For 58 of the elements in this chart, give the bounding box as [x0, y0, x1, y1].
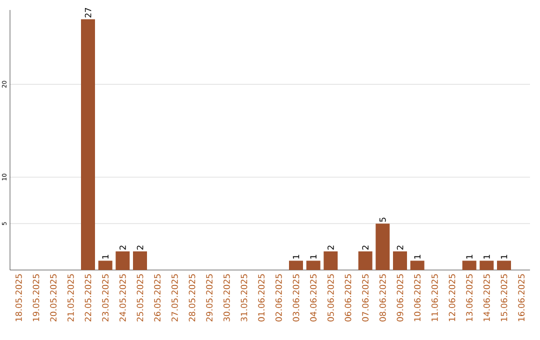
- data-label: 2: [328, 246, 334, 250]
- x-tick-label: 03.06.2025: [292, 274, 300, 322]
- data-label: 1: [466, 254, 472, 259]
- x-tick-label: 05.06.2025: [327, 274, 334, 322]
- data-label: 1: [484, 254, 490, 259]
- data-label: 2: [362, 246, 368, 250]
- x-tick-label: 27.05.2025: [171, 274, 178, 322]
- x-tick-label: 08.06.2025: [379, 274, 386, 322]
- bar: [98, 260, 112, 270]
- bar: [81, 19, 95, 270]
- x-tick-label: 30.05.2025: [223, 274, 230, 322]
- data-label: 2: [396, 246, 404, 250]
- data-label: 1: [310, 254, 316, 259]
- data-label: 1: [102, 254, 108, 259]
- bar: [358, 251, 372, 270]
- x-tick-label: 18.05.2025: [15, 274, 22, 322]
- bar: [497, 260, 512, 270]
- x-tick-label: 07.06.2025: [362, 274, 369, 322]
- bar: [410, 260, 424, 270]
- x-tick-label: 31.05.2025: [240, 274, 248, 322]
- bar: [376, 224, 390, 270]
- data-label: 27: [84, 8, 92, 18]
- bar: [289, 260, 304, 270]
- data-label: 1: [414, 254, 420, 259]
- x-tick-label: 02.06.2025: [275, 274, 282, 322]
- x-tick-label: 06.06.2025: [344, 274, 352, 322]
- x-tick-label: 20.05.2025: [50, 274, 57, 322]
- x-tick-label: 09.06.2025: [396, 274, 404, 322]
- bar: [133, 251, 147, 270]
- data-label: 1: [500, 254, 508, 259]
- bar: [306, 260, 320, 270]
- x-tick-label: 26.05.2025: [154, 274, 161, 322]
- x-tick-label: 15.06.2025: [500, 274, 508, 322]
- data-label: 5: [380, 218, 386, 222]
- x-tick-label: 11.06.2025: [431, 274, 438, 322]
- data-label: 2: [136, 246, 144, 250]
- data-label: 2: [120, 246, 126, 250]
- x-tick-label: 04.06.2025: [310, 274, 317, 322]
- x-tick-label: 28.05.2025: [188, 274, 196, 322]
- x-tick-label: 19.05.2025: [32, 274, 40, 322]
- bar: [480, 260, 494, 270]
- x-tick-label: 29.05.2025: [206, 274, 213, 322]
- bar: [116, 251, 130, 270]
- x-tick-label: 13.06.2025: [466, 274, 473, 322]
- x-tick-label: 16.06.2025: [518, 274, 525, 322]
- x-tick-label: 01.06.2025: [258, 274, 265, 322]
- x-tick-label: 12.06.2025: [448, 274, 456, 322]
- x-tick-label: 23.05.2025: [102, 274, 109, 322]
- bar: [324, 251, 338, 270]
- x-tick-label: 22.05.2025: [84, 274, 92, 322]
- x-tick-label: 25.05.2025: [136, 274, 144, 322]
- data-label: 1: [292, 254, 300, 259]
- bar: [393, 251, 408, 270]
- x-tick-label: 14.06.2025: [483, 274, 490, 322]
- x-tick-label: 10.06.2025: [414, 274, 421, 322]
- x-tick-label: 21.05.2025: [67, 274, 74, 322]
- bar: [462, 260, 476, 270]
- x-tick-label: 24.05.2025: [119, 274, 126, 322]
